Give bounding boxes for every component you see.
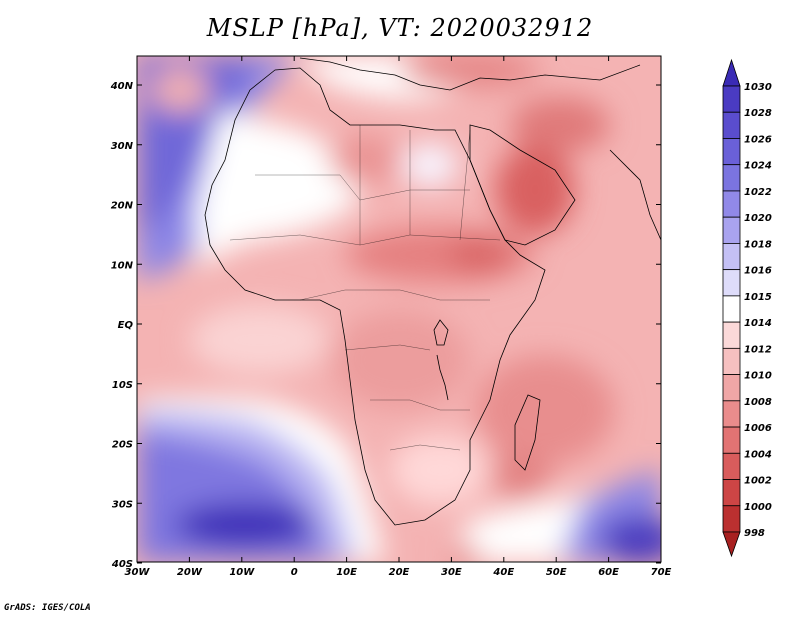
pressure-field xyxy=(137,56,661,562)
lat-tick-label: 20N xyxy=(111,201,134,212)
lat-tick-label: 30S xyxy=(112,499,133,510)
lon-tick-label: 30W xyxy=(125,567,151,578)
colorbar-label: 1024 xyxy=(744,161,772,172)
colorbar-swatch xyxy=(722,216,741,244)
colorbar-label: 1022 xyxy=(744,187,772,198)
colorbar-label: 1006 xyxy=(744,423,772,434)
colorbar-label: 1028 xyxy=(744,108,772,119)
lat-tick-label: EQ xyxy=(118,320,134,331)
colorbar-label: 1015 xyxy=(744,292,772,303)
colorbar-swatch xyxy=(722,400,741,428)
lat-tick-label: 40S xyxy=(111,559,133,570)
colorbar-swatch xyxy=(722,426,741,454)
colorbar-swatch xyxy=(722,505,741,533)
colorbar-swatch xyxy=(722,347,741,375)
colorbar-bottom-arrow xyxy=(722,531,741,558)
lon-tick-label: 20W xyxy=(177,567,203,578)
lat-tick-label: 10S xyxy=(112,380,133,391)
colorbar-swatch xyxy=(722,269,741,297)
colorbar-swatch xyxy=(722,111,741,139)
colorbar-label: 1010 xyxy=(744,371,772,382)
map-title: MSLP [hPa], VT: 2020032912 xyxy=(206,14,594,42)
colorbar-swatch xyxy=(722,190,741,218)
lon-tick-label: 60E xyxy=(598,567,619,578)
colorbar-label: 1004 xyxy=(744,449,772,460)
colorbar: 1030 1028 1026 1024 1022 1020 1018 1016 1015 1014… xyxy=(722,58,772,558)
lon-tick-label: 0 xyxy=(291,567,298,578)
colorbar-label: 1018 xyxy=(744,239,772,250)
lon-tick-label: 50E xyxy=(546,567,567,578)
lon-tick-label: 30E xyxy=(441,567,462,578)
colorbar-label: 1020 xyxy=(744,213,772,224)
latitude-axis: 40N 30N 20N 10N EQ 10S 20S 30S 40S xyxy=(110,81,661,570)
colorbar-swatch xyxy=(722,479,741,507)
colorbar-label: 1002 xyxy=(744,476,772,487)
colorbar-top-arrow xyxy=(722,58,741,87)
colorbar-swatch xyxy=(722,138,741,166)
lon-tick-label: 20E xyxy=(389,567,410,578)
lon-tick-label: 10W xyxy=(229,567,255,578)
colorbar-swatch xyxy=(722,295,741,323)
colorbar-label: 1014 xyxy=(744,318,772,329)
colorbar-swatch xyxy=(722,85,741,113)
lon-tick-label: 40E xyxy=(492,567,514,578)
country-borders xyxy=(229,125,501,451)
lon-tick-label: 10E xyxy=(336,567,357,578)
colorbar-label: 1008 xyxy=(744,397,772,408)
lat-tick-label: 40N xyxy=(110,81,134,92)
colorbar-label: 998 xyxy=(744,528,765,539)
colorbar-label: 1016 xyxy=(744,266,772,277)
colorbar-swatch xyxy=(722,321,741,349)
lon-tick-label: 70E xyxy=(651,567,672,578)
lat-tick-label: 30N xyxy=(111,141,134,152)
colorbar-swatch xyxy=(722,243,741,271)
colorbar-swatch xyxy=(722,374,741,402)
colorbar-swatch xyxy=(722,452,741,480)
colorbar-label: 1012 xyxy=(744,344,772,355)
longitude-axis: 30W 20W 10W 0 10E 20E 30E 40E 50E 60E 70E xyxy=(125,56,672,578)
coastlines xyxy=(204,57,661,526)
credit-text: GrADS: IGES/COLA xyxy=(4,603,91,613)
colorbar-label: 1000 xyxy=(744,502,772,513)
colorbar-label: 1030 xyxy=(744,82,772,93)
lat-tick-label: 10N xyxy=(111,260,134,271)
colorbar-label: 1026 xyxy=(744,134,772,145)
lat-tick-label: 20S xyxy=(112,440,133,451)
colorbar-swatch xyxy=(722,164,741,192)
